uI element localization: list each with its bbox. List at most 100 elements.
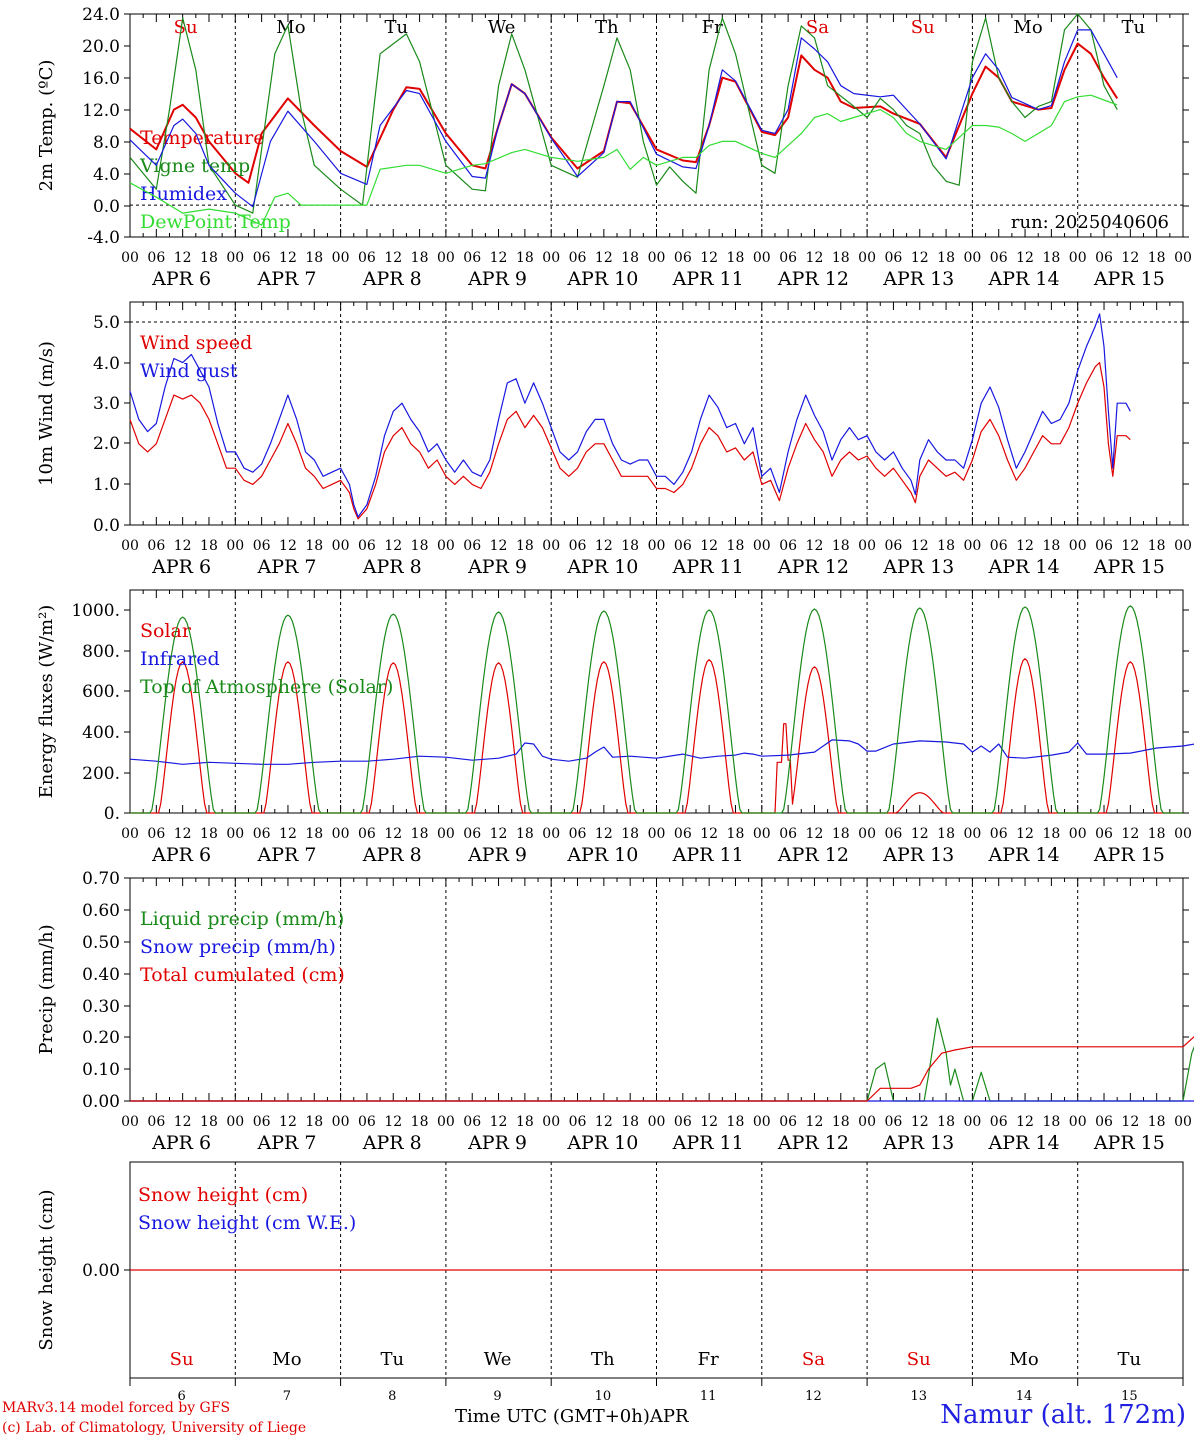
run-label: run: 2025040606 (1011, 212, 1169, 233)
hour-tick-label: 18 (1042, 826, 1060, 842)
date-label: APR 11 (672, 556, 744, 578)
hour-tick-label: 06 (779, 250, 797, 266)
y-axis-title: 2m Temp. (ºC) (36, 60, 57, 192)
y-tick-label: 1000. (71, 601, 120, 621)
hour-tick-label: 12 (279, 826, 297, 842)
date-label: APR 12 (777, 1132, 849, 1154)
hour-tick-label: 00 (648, 538, 666, 554)
date-label: APR 9 (467, 268, 527, 290)
weekday-label-bottom: Mo (272, 1349, 301, 1370)
hour-tick-label: 12 (911, 538, 929, 554)
y-tick-label: 4.0 (93, 354, 120, 374)
hour-tick-label: 12 (1016, 538, 1034, 554)
hour-tick-label: 18 (1042, 1114, 1060, 1130)
hour-tick-label: 12 (174, 826, 192, 842)
date-label: APR 12 (777, 268, 849, 290)
panel-4: 00 06 12 18 00 06 12 18 00 06 12 18 00 06 12 18 00 06 12 18… (36, 869, 1194, 1154)
hour-tick-label: 06 (569, 538, 587, 554)
legend-entry: Solar (140, 620, 192, 642)
hour-tick-label: 18 (1148, 538, 1166, 554)
hour-tick-label: 18 (516, 826, 534, 842)
legend-entry: Total cumulated (cm) (140, 964, 345, 986)
series-top-of-atmosphere-solar- (130, 605, 1183, 814)
hour-tick-label: 12 (1016, 250, 1034, 266)
y-tick-label: 0.40 (82, 965, 120, 985)
hour-tick-label: 18 (411, 538, 429, 554)
hour-tick-label: 18 (937, 1114, 955, 1130)
y-tick-label: 8.0 (93, 133, 120, 153)
y-axis-title: 10m Wind (m/s) (36, 341, 57, 486)
hour-tick-label: 12 (384, 250, 402, 266)
hour-tick-label: 00 (1069, 250, 1087, 266)
hour-tick-label: 12 (279, 538, 297, 554)
legend-entry: Liquid precip (mm/h) (140, 908, 344, 930)
date-label: APR 11 (672, 1132, 744, 1154)
hour-tick-label: 12 (806, 1114, 824, 1130)
date-label: APR 15 (1093, 844, 1165, 866)
date-label: APR 11 (672, 844, 744, 866)
hour-tick-label: 18 (937, 538, 955, 554)
date-label: APR 7 (256, 268, 316, 290)
hour-tick-label: 00 (753, 250, 771, 266)
hour-tick-label: 12 (806, 250, 824, 266)
legend-entry: Vigne temp (139, 155, 250, 177)
hour-tick-label: 12 (700, 250, 718, 266)
hour-tick-label: 06 (463, 250, 481, 266)
model-credit: MARv3.14 model forced by GFS (2, 1400, 231, 1416)
hour-tick-label: 06 (674, 1114, 692, 1130)
hour-tick-label: 00 (753, 538, 771, 554)
hour-tick-label: 06 (1095, 1114, 1113, 1130)
y-tick-label: 20.0 (82, 37, 120, 57)
hour-tick-label: 06 (990, 538, 1008, 554)
hour-tick-label: 12 (490, 538, 508, 554)
hour-tick-label: 00 (542, 1114, 560, 1130)
hour-tick-label: 18 (1148, 1114, 1166, 1130)
series-temperature (129, 42, 1119, 184)
hour-tick-label: 06 (1095, 538, 1113, 554)
y-tick-label: 1.0 (93, 475, 120, 495)
hour-tick-label: 18 (621, 826, 639, 842)
day-number-label: 8 (388, 1389, 396, 1404)
legend-entry: DewPoint Temp (140, 211, 291, 233)
time-axis-title: Time UTC (GMT+0h)APR (455, 1406, 689, 1427)
date-label: APR 11 (672, 268, 744, 290)
date-label: APR 12 (777, 556, 849, 578)
panel-frame (129, 589, 1184, 814)
day-number-label: 10 (595, 1389, 612, 1404)
hour-tick-label: 00 (858, 1114, 876, 1130)
y-tick-label: 5.0 (93, 313, 120, 333)
hour-tick-label: 06 (779, 1114, 797, 1130)
hour-tick-label: 12 (1016, 1114, 1034, 1130)
hour-tick-label: 06 (569, 826, 587, 842)
y-tick-label: 0.0 (93, 516, 120, 536)
hour-tick-label: 18 (621, 538, 639, 554)
legend-entry: Wind gust (140, 360, 238, 382)
hour-tick-label: 00 (963, 826, 981, 842)
y-tick-label: 0.70 (82, 869, 120, 889)
y-tick-label: 400. (82, 723, 120, 743)
hour-tick-label: 12 (1121, 1114, 1139, 1130)
y-tick-label: 600. (82, 682, 120, 702)
hour-tick-label: 00 (121, 250, 139, 266)
weekday-label-bottom: Fr (698, 1349, 719, 1370)
date-label: APR 9 (467, 844, 527, 866)
hour-tick-label: 00 (648, 826, 666, 842)
hour-tick-label: 06 (147, 1114, 165, 1130)
hour-tick-label: 12 (595, 538, 613, 554)
hour-tick-label: 18 (1148, 826, 1166, 842)
hour-tick-label: 18 (727, 538, 745, 554)
hour-tick-label: 06 (569, 250, 587, 266)
hour-tick-label: 00 (963, 538, 981, 554)
date-label: APR 6 (151, 844, 211, 866)
hour-tick-label: 18 (832, 826, 850, 842)
day-number-label: 12 (805, 1389, 822, 1404)
weekday-label-bottom: Tu (1118, 1349, 1142, 1370)
panel-3: 00 06 12 18 00 06 12 18 00 06 12 18 00 06 12 18 00 06 12 18… (36, 589, 1194, 866)
hour-tick-label: 00 (542, 826, 560, 842)
hour-tick-label: 18 (305, 1114, 323, 1130)
weekday-label-top: Fr (702, 17, 723, 38)
date-label: APR 13 (882, 1132, 954, 1154)
hour-tick-label: 12 (490, 1114, 508, 1130)
series-infrared (129, 739, 1194, 765)
hour-tick-label: 00 (332, 538, 350, 554)
